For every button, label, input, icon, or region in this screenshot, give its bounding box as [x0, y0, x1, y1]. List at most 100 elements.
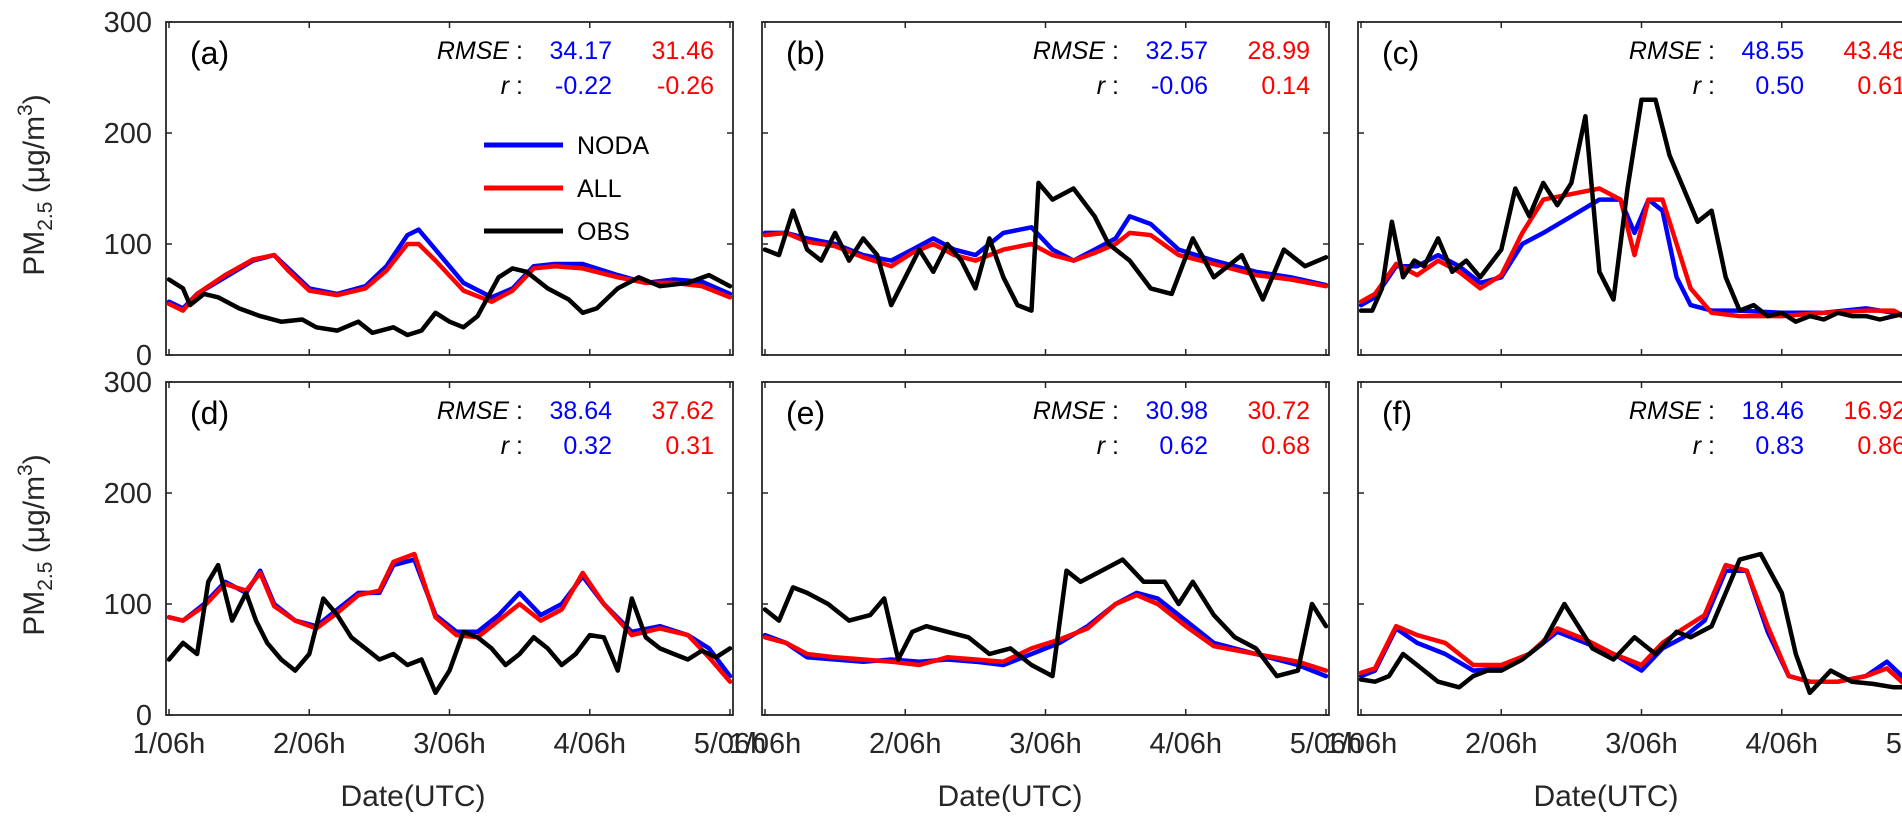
- r-all-value: 0.61: [1857, 72, 1902, 100]
- y-tick-label: 300: [104, 7, 152, 39]
- series-line-obs: [1358, 551, 1902, 696]
- panel-label: (e): [786, 395, 825, 431]
- plot-frame: [165, 381, 734, 716]
- y-tick-label: 100: [104, 589, 152, 621]
- panel-label: (a): [190, 35, 229, 71]
- r-label-text: r: [501, 432, 511, 460]
- ylabel-unit-open: (μg/m: [18, 476, 51, 562]
- rmse-label: RMSE :: [1033, 397, 1119, 425]
- y-tick-label: 0: [136, 700, 152, 732]
- r-noda-value: -0.22: [555, 72, 612, 100]
- y-tick-label: 0: [136, 340, 152, 372]
- series-line-obs: [166, 562, 733, 696]
- series-line-all: [762, 592, 1329, 673]
- rmse-label: RMSE :: [437, 37, 523, 65]
- x-tick-label: 2/06h: [273, 728, 346, 760]
- rmse-noda-value: 32.57: [1145, 37, 1208, 65]
- r-label-text: r: [1693, 72, 1703, 100]
- x-tick-label: 5/06h: [1290, 728, 1363, 760]
- xlabel-2: Date(UTC): [937, 780, 1082, 813]
- rmse-all-value: 43.48: [1843, 37, 1902, 65]
- y-tick-label: 200: [104, 118, 152, 150]
- rmse-label: RMSE :: [1629, 37, 1715, 65]
- legend-label-all: ALL: [577, 175, 622, 203]
- r-label: r :: [1693, 72, 1715, 100]
- rmse-label-text: RMSE: [1033, 37, 1106, 65]
- x-tick-label: 2/06h: [1465, 728, 1538, 760]
- panel-a: 0 100 200 300 (a) RMSE : 34.17 31.46 r : -0.22 -0.…: [104, 7, 734, 372]
- rmse-label-text: RMSE: [1033, 397, 1106, 425]
- r-label: r :: [1097, 72, 1119, 100]
- panel-c: (c) RMSE : 48.55 43.48 r : 0.50 0.61: [1357, 21, 1902, 356]
- r-label: r :: [501, 72, 523, 100]
- panel-label: (c): [1382, 35, 1419, 71]
- x-tick-label: 4/06h: [1745, 728, 1818, 760]
- r-label: r :: [1097, 432, 1119, 460]
- panel-b: (b) RMSE : 32.57 28.99 r : -0.06 0.14: [761, 21, 1330, 356]
- panel-e: 1/06h 2/06h 3/06h 4/06h 5/06h (e) RMSE : 30.98 3…: [729, 381, 1363, 760]
- y-tick-label: 200: [104, 478, 152, 510]
- r-noda-value: 0.62: [1159, 432, 1208, 460]
- x-tick-label: 1/06h: [729, 728, 802, 760]
- r-all-value: 0.68: [1261, 432, 1310, 460]
- legend: NODA ALL OBS: [484, 132, 650, 246]
- rmse-label-text: RMSE: [437, 397, 510, 425]
- rmse-noda-value: 38.64: [549, 397, 612, 425]
- r-label-text: r: [501, 72, 511, 100]
- series-line-all: [1358, 562, 1902, 685]
- svg-text:PM2.5 (μg/m3): PM2.5 (μg/m3): [14, 454, 57, 636]
- r-noda-value: 0.32: [563, 432, 612, 460]
- series-line-all: [166, 551, 733, 684]
- r-label-text: r: [1097, 72, 1107, 100]
- rmse-noda-value: 18.46: [1741, 397, 1804, 425]
- series-line-all: [166, 241, 733, 313]
- series-line-obs: [166, 266, 733, 338]
- ylabel-sub: 2.5: [34, 202, 57, 231]
- r-all-value: -0.26: [657, 72, 714, 100]
- xlabel-1: Date(UTC): [340, 780, 485, 813]
- x-tick-label: 2/06h: [869, 728, 942, 760]
- rmse-all-value: 30.72: [1247, 397, 1310, 425]
- x-tick-label: 1/06h: [1325, 728, 1398, 760]
- r-noda-value: 0.83: [1755, 432, 1804, 460]
- rmse-label-text: RMSE: [1629, 397, 1702, 425]
- rmse-all-value: 37.62: [651, 397, 714, 425]
- rmse-label: RMSE :: [437, 397, 523, 425]
- r-label: r :: [501, 432, 523, 460]
- panels: 0 100 200 300 (a) RMSE : 34.17 31.46 r : -0.22 -0.…: [104, 7, 1902, 760]
- r-label: r :: [1693, 432, 1715, 460]
- svg-text:PM2.5 (μg/m3): PM2.5 (μg/m3): [14, 94, 57, 276]
- panel-d: 1/06h 2/06h 3/06h 4/06h 5/06h 0 100 200 300 (d) RM…: [104, 367, 767, 760]
- ylabel-bottom: PM2.5 (μg/m3): [14, 454, 57, 636]
- plot-frame: [761, 381, 1330, 716]
- ylabel-unit-open: (μg/m: [18, 116, 51, 202]
- ylabel-main: PM: [18, 591, 51, 636]
- rmse-label-text: RMSE: [1629, 37, 1702, 65]
- ylabel-main: PM: [18, 231, 51, 276]
- panel-label: (f): [1382, 395, 1412, 431]
- x-tick-label: 4/06h: [553, 728, 626, 760]
- ylabel-sub: 2.5: [34, 562, 57, 591]
- r-label-text: r: [1097, 432, 1107, 460]
- r-label-text: r: [1693, 432, 1703, 460]
- y-tick-label: 300: [104, 367, 152, 399]
- series-line-obs: [1358, 97, 1902, 324]
- rmse-all-value: 28.99: [1247, 37, 1310, 65]
- r-all-value: 0.14: [1261, 72, 1310, 100]
- x-tick-label: 4/06h: [1149, 728, 1222, 760]
- legend-label-obs: OBS: [577, 218, 630, 246]
- x-tick-label: 3/06h: [413, 728, 486, 760]
- plot-frame: [1357, 21, 1902, 356]
- rmse-label: RMSE :: [1629, 397, 1715, 425]
- plot-frame: [165, 21, 734, 356]
- rmse-noda-value: 30.98: [1145, 397, 1208, 425]
- rmse-noda-value: 34.17: [549, 37, 612, 65]
- y-tick-label: 100: [104, 229, 152, 261]
- ylabel-unit-sup: 3: [14, 104, 37, 116]
- r-noda-value: -0.06: [1151, 72, 1208, 100]
- x-tick-label: 3/06h: [1009, 728, 1082, 760]
- x-tick-label: 3/06h: [1605, 728, 1678, 760]
- x-tick-label: 5/06h: [1886, 728, 1902, 760]
- panel-f: 1/06h 2/06h 3/06h 4/06h 5/06h (f) RMSE : 18.46 1…: [1325, 381, 1902, 760]
